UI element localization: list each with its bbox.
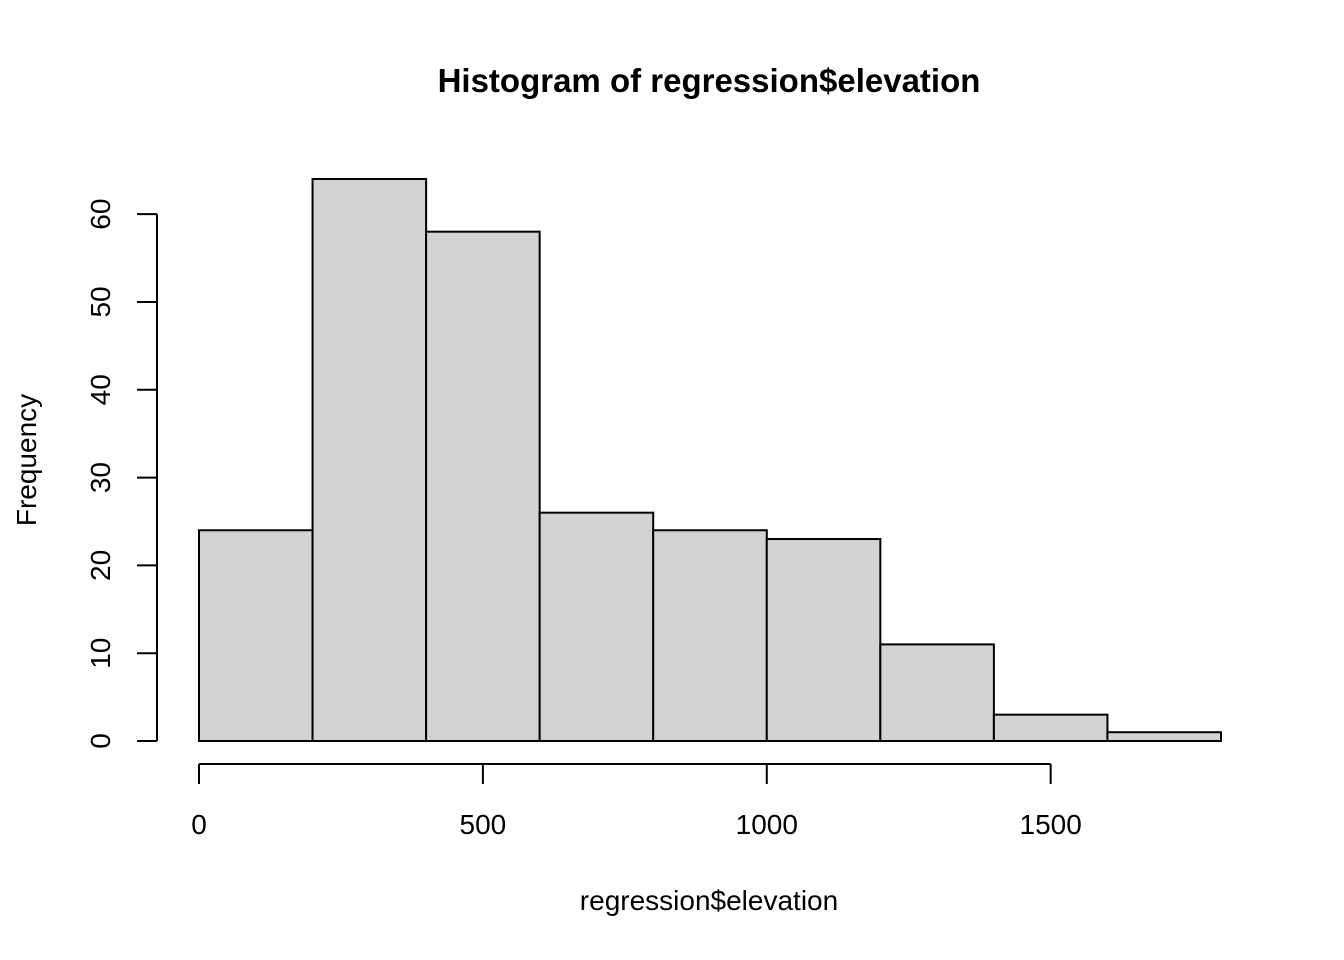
histogram-bar — [538, 511, 655, 742]
bars-group — [198, 178, 1223, 742]
y-tick-label: 60 — [85, 199, 116, 230]
y-tick-label: 30 — [85, 462, 116, 493]
y-tick-label: 10 — [85, 638, 116, 669]
x-tick-label: 0 — [191, 809, 207, 840]
histogram-bar — [652, 529, 768, 742]
y-tick-label: 20 — [85, 550, 116, 581]
x-tick-label: 1000 — [736, 809, 798, 840]
y-axis: 0 10 20 30 40 50 60 — [85, 199, 158, 749]
x-axis: 0 500 1000 1500 — [191, 763, 1082, 840]
histogram-bar — [425, 230, 541, 742]
x-tick-label: 500 — [460, 809, 507, 840]
y-tick-label: 50 — [85, 286, 116, 317]
y-tick-label: 0 — [85, 733, 116, 749]
histogram-bar — [879, 643, 995, 742]
y-tick-label: 40 — [85, 374, 116, 405]
histogram-bar — [765, 538, 882, 742]
x-axis-label: regression$elevation — [580, 885, 838, 916]
histogram-bar — [1106, 731, 1223, 742]
histogram-bar — [198, 529, 314, 742]
histogram-bar — [311, 178, 428, 742]
y-axis-label: Frequency — [11, 394, 42, 526]
histogram-bar — [992, 713, 1109, 742]
x-tick-label: 1500 — [1020, 809, 1082, 840]
chart-title: Histogram of regression$elevation — [438, 62, 981, 99]
